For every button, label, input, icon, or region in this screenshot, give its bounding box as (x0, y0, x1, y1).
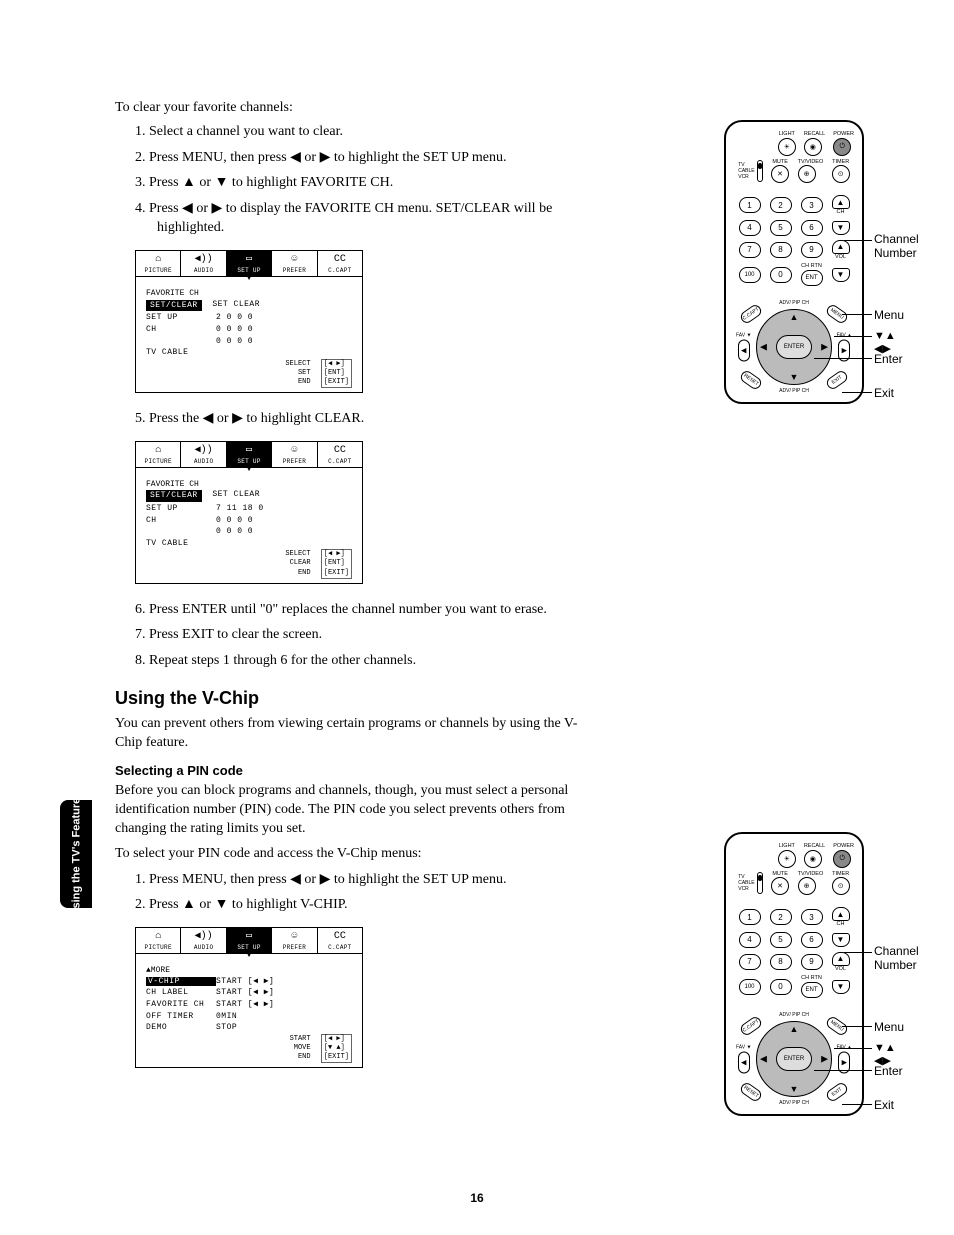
step-8: Repeat steps 1 through 6 for the other c… (135, 651, 585, 671)
step-list-1: Select a channel you want to clear. Pres… (115, 122, 585, 238)
step-vchip-1: Press MENU, then press ◀ or ▶ to highlig… (135, 870, 585, 890)
osd-screenshot-1: ⌂PICTURE ◀))AUDIO ▭SET UP ☺PREFER CCC.CA… (135, 250, 363, 393)
step-7: Press EXIT to clear the screen. (135, 625, 585, 645)
osd-screenshot-2: ⌂PICTURE ◀))AUDIO ▭SET UP ☺PREFER CCC.CA… (135, 441, 363, 584)
page-number: 16 (470, 1191, 483, 1205)
step-5-list: Press the ◀ or ▶ to highlight CLEAR. (115, 409, 585, 429)
step-4: Press ◀ or ▶ to display the FAVORITE CH … (135, 199, 585, 238)
step-vchip-2: Press ▲ or ▼ to highlight V-CHIP. (135, 895, 585, 915)
sub-heading: Selecting a PIN code (115, 763, 585, 778)
step-2: Press MENU, then press ◀ or ▶ to highlig… (135, 148, 585, 168)
intro-text: To clear your favorite channels: (115, 100, 585, 116)
callout-enter: Enter (874, 352, 903, 366)
step-6: Press ENTER until "0" replaces the chann… (135, 600, 585, 620)
osd-screenshot-3: ⌂PICTURE ◀))AUDIO ▭SET UP ☺PREFER CCC.CA… (135, 927, 363, 1068)
sidebar-tab: Using the TV's Features (60, 800, 92, 908)
callout-menu: Menu (874, 308, 904, 322)
remote-diagram-bottom: LIGHT☀ RECALL◉ POWER⏻ TVCABLEVCR MUTE✕ T… (724, 832, 864, 1116)
sub-body-2: To select your PIN code and access the V… (115, 845, 585, 864)
callout-channel-number: Channel Number (874, 232, 944, 261)
remote-diagram-top: LIGHT☀ RECALL◉ POWER⏻ TVCABLEVCR MUTE✕ T… (724, 120, 864, 404)
step-1: Select a channel you want to clear. (135, 122, 585, 142)
section-heading: Using the V-Chip (115, 688, 585, 709)
step-list-3: Press MENU, then press ◀ or ▶ to highlig… (115, 870, 585, 915)
callout-exit: Exit (874, 386, 894, 400)
section-body: You can prevent others from viewing cert… (115, 715, 585, 753)
sub-body-1: Before you can block programs and channe… (115, 782, 585, 839)
step-list-2: Press ENTER until "0" replaces the chann… (115, 600, 585, 671)
step-5: Press the ◀ or ▶ to highlight CLEAR. (135, 409, 585, 429)
step-3: Press ▲ or ▼ to highlight FAVORITE CH. (135, 173, 585, 193)
